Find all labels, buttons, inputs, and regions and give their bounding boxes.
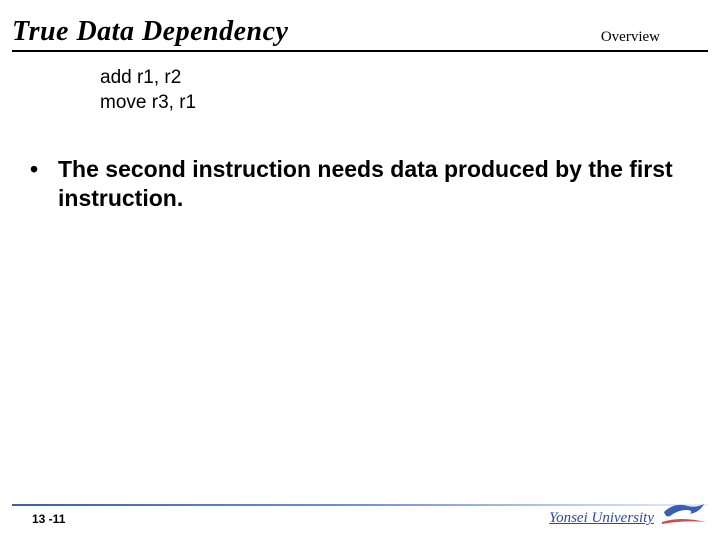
section-label: Overview (601, 29, 708, 48)
code-block: add r1, r2 move r3, r1 (100, 66, 196, 115)
footer-divider (12, 504, 708, 506)
university-name: Yonsei University (549, 510, 654, 527)
eagle-logo-icon (660, 498, 708, 528)
bullet-item: • The second instruction needs data prod… (30, 155, 690, 213)
footer: 13 -11 Yonsei University (0, 504, 720, 534)
header: True Data Dependency Overview (12, 8, 708, 52)
bullet-marker: • (30, 155, 58, 213)
bullet-text: The second instruction needs data produc… (58, 155, 690, 213)
bullet-list: • The second instruction needs data prod… (30, 155, 690, 213)
slide: True Data Dependency Overview add r1, r2… (0, 0, 720, 540)
slide-title: True Data Dependency (12, 16, 288, 48)
code-line: move r3, r1 (100, 91, 196, 116)
page-number: 13 -11 (32, 512, 65, 526)
code-line: add r1, r2 (100, 66, 196, 91)
